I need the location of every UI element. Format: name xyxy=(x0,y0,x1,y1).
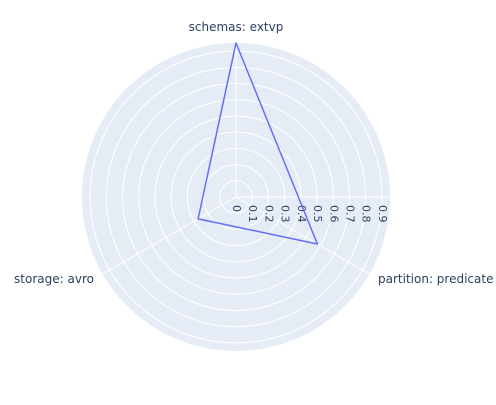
radial-tick-label-7: 0.7 xyxy=(343,205,356,223)
radial-tick-label-6: 0.6 xyxy=(327,205,340,223)
radial-tick-label-8: 0.8 xyxy=(360,205,373,223)
axis-label-2: storage: avro xyxy=(14,272,94,286)
axis-label-1: partition: predicate xyxy=(378,272,493,286)
axis-label-0: schemas: extvp xyxy=(189,20,284,34)
radial-tick-label-9: 0.9 xyxy=(376,205,389,223)
radial-tick-label-5: 0.5 xyxy=(311,205,324,223)
radial-tick-label-1: 0.1 xyxy=(246,205,259,222)
radial-tick-label-2: 0.2 xyxy=(262,205,275,223)
radial-tick-label-0: 0 xyxy=(230,205,243,212)
radial-tick-label-3: 0.3 xyxy=(279,205,292,223)
